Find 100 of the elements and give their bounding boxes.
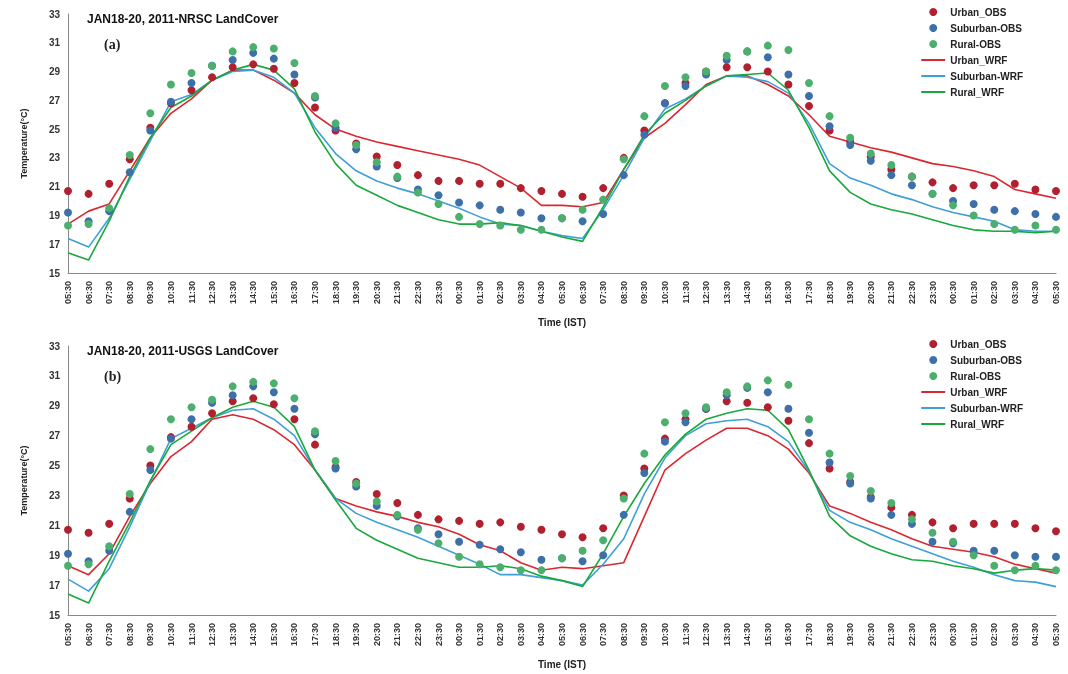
x-tick-label: 16:30	[289, 281, 300, 305]
y-tick-label: 29	[48, 66, 61, 78]
x-tick-label: 04:30	[536, 281, 547, 305]
x-tick-label: 18:30	[824, 623, 835, 647]
x-tick-label: 02:30	[989, 623, 1000, 647]
x-tick-label: 17:30	[804, 623, 814, 647]
x-tick-label: 11:30	[186, 281, 197, 304]
y-tick-label: 21	[48, 519, 61, 531]
x-tick-label: 19:30	[845, 623, 856, 647]
x-tick-label: 03:30	[515, 281, 526, 305]
x-tick-label: 07:30	[104, 281, 115, 305]
x-tick-label: 13:30	[721, 281, 732, 305]
x-tick-label: 22:30	[412, 623, 423, 647]
x-tick-label: 15:30	[762, 281, 773, 305]
x-tick-label: 08:30	[618, 281, 629, 305]
legend-label: Suburban-WRF	[950, 70, 1023, 82]
x-tick-label: 05:30	[63, 281, 73, 305]
x-tick-label: 16:30	[783, 281, 794, 305]
x-tick-label: 23:30	[433, 281, 444, 305]
x-tick-label: 22:30	[412, 281, 423, 305]
legend-label: Rural-OBS	[950, 370, 1002, 382]
x-tick-label: 19:30	[845, 281, 856, 305]
legend-label: Urban_WRF	[950, 386, 1008, 398]
x-tick-label: 10:30	[659, 281, 670, 305]
legend-label: Urban_OBS	[950, 6, 1007, 18]
x-tick-label: 05:30	[63, 623, 73, 647]
y-tick-label: 15	[48, 609, 61, 621]
x-tick-label: 05:30	[557, 281, 567, 305]
x-tick-label: 16:30	[289, 623, 300, 647]
chart-title: JAN18-20, 2011-NRSC LandCover	[87, 12, 279, 26]
x-tick-label: 12:30	[207, 281, 218, 305]
x-tick-label: 19:30	[351, 623, 362, 647]
y-axis-title: Temperature(°C)	[18, 445, 29, 516]
x-tick-label: 01:30	[474, 281, 485, 305]
y-tick-label: 23	[48, 152, 61, 164]
y-tick-label: 23	[48, 489, 61, 501]
x-tick-label: 16:30	[783, 623, 794, 647]
y-tick-label: 31	[48, 37, 61, 49]
x-tick-label: 02:30	[989, 281, 1000, 305]
y-tick-label: 33	[48, 8, 61, 20]
x-tick-label: 01:30	[474, 623, 485, 647]
y-tick-label: 27	[48, 94, 61, 106]
x-tick-label: 21:30	[886, 623, 897, 647]
annotation: (a)	[104, 36, 121, 53]
x-axis-title: Time (IST)	[537, 316, 587, 328]
x-tick-label: 21:30	[886, 281, 897, 305]
x-tick-label: 13:30	[721, 623, 732, 647]
x-tick-label: 08:30	[124, 623, 135, 647]
x-tick-label: 14:30	[248, 623, 259, 647]
x-tick-label: 10:30	[659, 623, 670, 647]
x-tick-label: 22:30	[906, 281, 917, 305]
x-tick-label: 21:30	[392, 623, 403, 647]
x-tick-label: 07:30	[104, 623, 115, 647]
x-tick-label: 08:30	[124, 281, 135, 305]
x-tick-label: 08:30	[618, 623, 629, 647]
x-tick-label: 20:30	[865, 623, 876, 647]
x-tick-label: 15:30	[268, 623, 279, 647]
legend-label: Urban_OBS	[950, 338, 1007, 350]
y-tick-label: 25	[48, 123, 61, 135]
annotation: (b)	[104, 368, 122, 385]
y-tick-label: 21	[48, 181, 61, 193]
y-tick-label: 31	[48, 370, 61, 382]
legend-label: Suburban-WRF	[950, 402, 1023, 414]
x-tick-label: 20:30	[371, 281, 382, 305]
x-tick-label: 11:30	[680, 281, 691, 304]
x-tick-label: 18:30	[330, 623, 341, 647]
x-tick-label: 09:30	[639, 623, 650, 647]
x-tick-label: 09:30	[145, 281, 156, 305]
x-tick-label: 23:30	[927, 623, 938, 647]
x-tick-label: 04:30	[1030, 281, 1041, 305]
x-tick-label: 13:30	[227, 623, 238, 647]
x-tick-label: 20:30	[865, 281, 876, 305]
x-tick-label: 20:30	[371, 623, 382, 647]
x-axis-title: Time (IST)	[537, 658, 587, 670]
x-tick-label: 14:30	[248, 281, 259, 305]
x-tick-label: 02:30	[495, 281, 506, 305]
x-tick-label: 00:30	[454, 623, 465, 647]
x-tick-label: 05:30	[1051, 281, 1061, 305]
legend-label: Rural-OBS	[950, 38, 1002, 50]
x-tick-label: 00:30	[948, 623, 959, 647]
x-tick-label: 13:30	[227, 281, 238, 305]
x-tick-label: 06:30	[577, 623, 588, 647]
x-tick-label: 17:30	[310, 281, 320, 305]
legend-label: Suburban-OBS	[950, 354, 1023, 366]
y-tick-label: 29	[48, 400, 61, 412]
x-tick-label: 10:30	[165, 281, 176, 305]
y-tick-label: 17	[48, 238, 61, 250]
y-tick-label: 15	[48, 267, 61, 279]
legend-label: Suburban-OBS	[950, 22, 1023, 34]
x-tick-label: 05:30	[557, 623, 567, 647]
x-tick-label: 06:30	[83, 281, 94, 305]
x-tick-label: 17:30	[804, 281, 814, 305]
x-tick-label: 05:30	[1051, 623, 1061, 647]
y-tick-label: 33	[48, 340, 61, 352]
y-tick-label: 27	[48, 430, 61, 442]
legend-label: Rural_WRF	[950, 86, 1005, 98]
x-tick-label: 10:30	[165, 623, 176, 647]
y-tick-label: 25	[48, 460, 61, 472]
legend-label: Urban_WRF	[950, 54, 1008, 66]
x-tick-label: 00:30	[948, 281, 959, 305]
